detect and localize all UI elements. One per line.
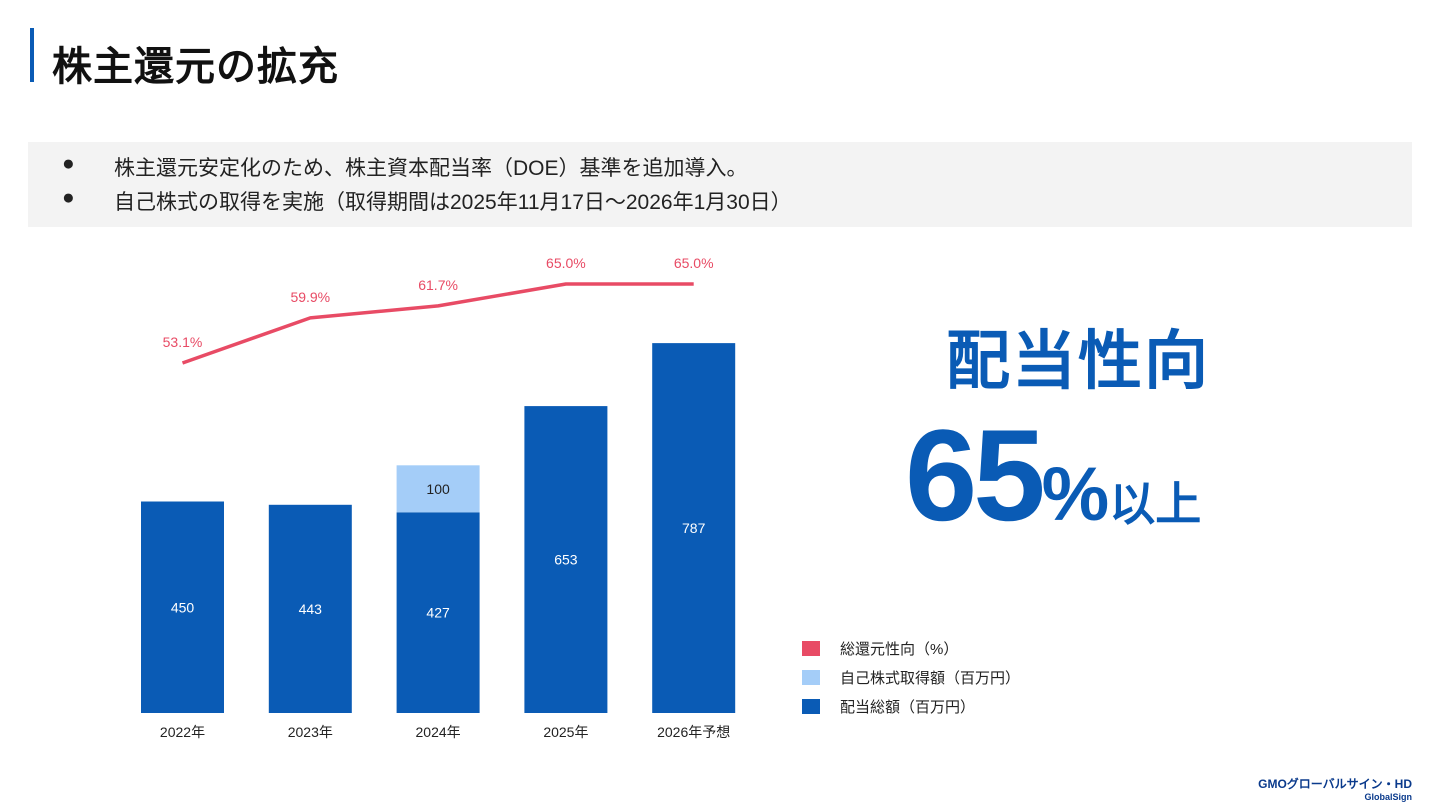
- bar-segment: [141, 501, 224, 713]
- line-value-label: 65.0%: [674, 255, 714, 271]
- bar-segment: [652, 343, 736, 713]
- bar-segment: [396, 512, 480, 713]
- bullet-text: 自己株式の取得を実施（取得期間は2025年11月17日～2026年1月30日）: [114, 191, 792, 214]
- legend-label: 配当総額（百万円）: [840, 699, 976, 716]
- line-value-label: 53.1%: [163, 334, 203, 350]
- bullet-icon: ●: [62, 152, 75, 175]
- x-tick-label: 2026年予想: [657, 724, 730, 740]
- bullet-item: ● 自己株式の取得を実施（取得期間は2025年11月17日～2026年1月30日…: [62, 186, 792, 216]
- bar-segment: [396, 465, 480, 513]
- legend-label: 総還元性向（%）: [840, 641, 959, 658]
- payout-ratio-number: 65: [905, 402, 1046, 548]
- summary-box: [28, 142, 1412, 227]
- payout-ratio-suffix: 以上: [1109, 478, 1202, 530]
- bullet-text: 株主還元安定化のため、株主資本配当率（DOE）基準を追加導入。: [114, 157, 748, 180]
- bar-value-label: 427: [426, 605, 450, 621]
- x-tick-label: 2025年: [543, 724, 588, 740]
- total-return-line: [181, 282, 694, 365]
- legend-item-total-return: 総還元性向（%）: [802, 634, 1020, 663]
- title-accent-bar: [30, 28, 34, 82]
- legend-item-dividend: 配当総額（百万円）: [802, 692, 1020, 721]
- logo-sub-text: GlobalSign: [1364, 792, 1412, 802]
- payout-ratio-percent: %: [1041, 452, 1110, 537]
- legend-item-buyback: 自己株式取得額（百万円）: [802, 663, 1020, 692]
- bar-value-label: 653: [554, 552, 578, 568]
- page-title: 株主還元の拡充: [52, 45, 339, 89]
- line-value-label: 61.7%: [418, 277, 458, 293]
- bullet-item: ● 株主還元安定化のため、株主資本配当率（DOE）基準を追加導入。: [62, 152, 748, 182]
- bar-value-label: 787: [682, 520, 706, 536]
- payout-ratio-value: 65%以上: [905, 400, 1201, 550]
- x-tick-label: 2023年: [288, 724, 333, 740]
- company-logo: GMOグローバルサイン・HD GlobalSign: [1258, 775, 1412, 802]
- bar-value-label: 100: [426, 481, 450, 497]
- legend-swatch: [802, 699, 820, 714]
- bar-value-label: 450: [171, 599, 195, 615]
- bar-segment: [524, 406, 608, 713]
- legend-swatch: [802, 641, 820, 656]
- legend-label: 自己株式取得額（百万円）: [840, 670, 1021, 687]
- legend-swatch: [802, 670, 820, 685]
- bar-segment: [268, 504, 352, 713]
- x-tick-label: 2022年: [160, 724, 205, 740]
- logo-main-text: GMOグローバルサイン・HD: [1258, 777, 1412, 791]
- line-value-label: 59.9%: [290, 289, 330, 305]
- line-value-label: 65.0%: [546, 255, 586, 271]
- x-tick-label: 2024年: [416, 724, 461, 740]
- chart-legend: 総還元性向（%） 自己株式取得額（百万円） 配当総額（百万円）: [802, 634, 1020, 721]
- bullet-icon: ●: [62, 186, 75, 209]
- shareholder-return-chart: 450 2022年 443 2023年 427 100 2024年 653 2025年 787 20…: [141, 255, 736, 740]
- payout-ratio-label: 配当性向: [946, 325, 1210, 397]
- bar-value-label: 443: [299, 601, 323, 617]
